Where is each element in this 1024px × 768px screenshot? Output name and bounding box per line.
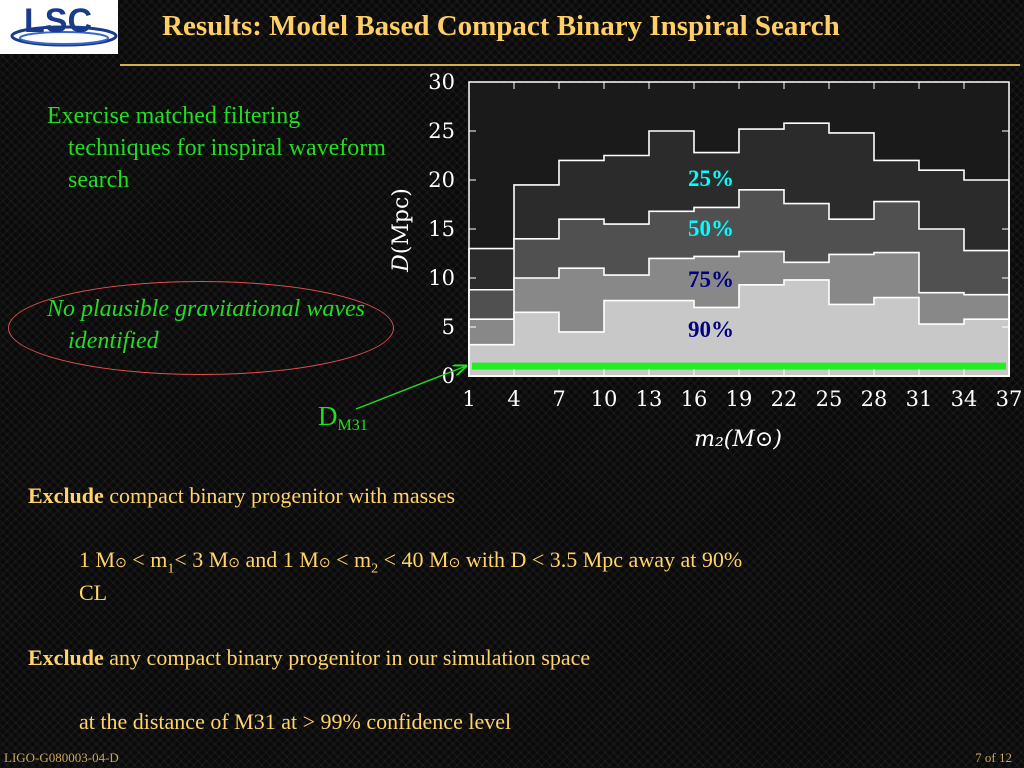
series-label-25pct: 25% — [688, 166, 734, 191]
series-label-75pct: 75% — [688, 267, 734, 292]
bullet-matched-filtering: Exercise matched filtering techniques fo… — [47, 103, 386, 193]
x-tick-label: 13 — [636, 387, 663, 411]
x-axis-label: m₂(M⊙) — [694, 427, 782, 452]
series-label-50pct: 50% — [688, 216, 734, 241]
y-tick-label: 10 — [428, 266, 455, 290]
y-tick-label: 30 — [428, 70, 455, 94]
x-tick-label: 19 — [726, 387, 753, 411]
mass-condition-line: 1 M⊙ < m1< 3 M⊙ and 1 M⊙ < m2 < 40 M⊙ wi… — [79, 547, 743, 577]
y-tick-label: 25 — [428, 119, 455, 143]
x-tick-label: 31 — [906, 387, 933, 411]
x-tick-label: 25 — [816, 387, 843, 411]
x-tick-label: 28 — [861, 387, 888, 411]
y-tick-label: 20 — [428, 168, 455, 192]
y-tick-label: 5 — [442, 315, 455, 339]
bullet-no-waves: No plausible gravitational waves identif… — [47, 296, 365, 354]
y-tick-label: 15 — [428, 217, 455, 241]
title-divider — [120, 64, 1020, 66]
series-label-90pct: 90% — [688, 317, 734, 342]
lsc-logo: LSC — [0, 0, 118, 54]
highlight-ellipse — [8, 281, 394, 375]
x-tick-label: 22 — [771, 387, 798, 411]
x-tick-label: 16 — [681, 387, 708, 411]
y-axis-label: D(Mpc) — [389, 188, 414, 273]
slide-title: Results: Model Based Compact Binary Insp… — [162, 10, 840, 42]
x-tick-label: 10 — [591, 387, 618, 411]
series-area-90pct — [468, 279, 1010, 377]
m31-confidence-line: at the distance of M31 at > 99% confiden… — [79, 709, 512, 734]
dm31-label: DM31 — [318, 401, 368, 434]
mass-condition-cl: CL — [79, 580, 108, 605]
x-tick-label: 37 — [996, 387, 1023, 411]
footer-page-number: 7 of 12 — [975, 750, 1012, 765]
logo-text: LSC — [24, 2, 92, 40]
distance-histogram-chart: 1 4 7 10 13 16 19 22 25 28 31 34 37 0 5 10 15 20 25 30 m₂(M… — [355, 70, 1023, 452]
x-tick-label: 34 — [951, 387, 978, 411]
x-tick-label: 7 — [552, 387, 565, 411]
y-tick-label: 0 — [442, 364, 455, 388]
dm31-arrow — [355, 366, 466, 410]
x-tick-label: 4 — [507, 387, 520, 411]
exclude-line-1: Exclude compact binary progenitor with m… — [28, 483, 456, 508]
x-tick-label: 1 — [462, 387, 475, 411]
exclude-line-2: Exclude any compact binary progenitor in… — [28, 645, 591, 670]
footer-doc-id: LIGO-G080003-04-D — [4, 750, 119, 765]
